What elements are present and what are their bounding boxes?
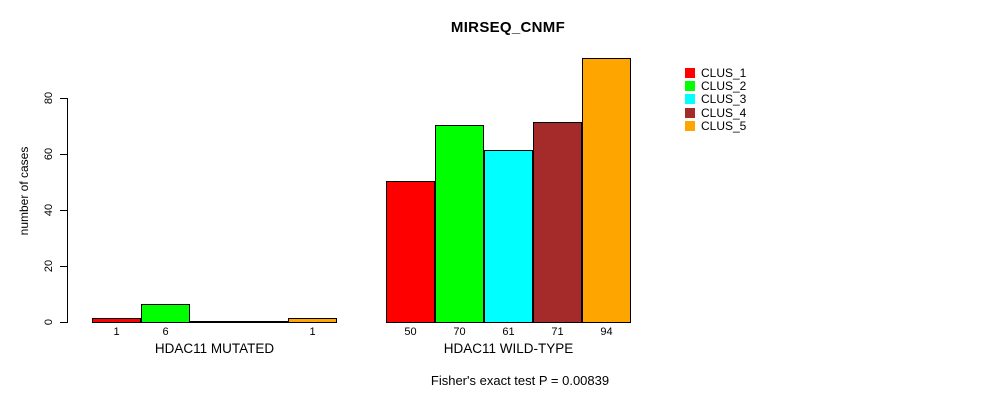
bar-value-label: 1 [309,326,316,338]
legend-swatch [685,107,695,118]
y-axis-tick-label: 40 [43,203,55,217]
bar [435,125,484,323]
legend-item: CLUS_1 [685,66,746,79]
bar [288,318,337,323]
group-label: HDAC11 WILD-TYPE [443,341,574,356]
legend-label: CLUS_2 [701,78,747,93]
y-axis-tick-label: 0 [43,318,55,326]
fisher-test-note: Fisher's exact test P = 0.00839 [430,373,610,388]
bar [190,321,239,323]
bar-value-label: 94 [600,326,613,338]
legend-swatch [685,120,695,131]
group-label: HDAC11 MUTATED [154,341,275,356]
y-axis-tick-label: 20 [43,259,55,273]
legend-label: CLUS_5 [701,118,747,133]
legend: CLUS_1 CLUS_2 CLUS_3 CLUS_4 CLUS_5 [685,66,746,132]
y-axis-tick [60,210,67,211]
legend-label: CLUS_3 [701,92,747,107]
bar [386,181,435,323]
chart-title: MIRSEQ_CNMF [450,19,566,36]
y-axis-tick-label: 60 [43,147,55,161]
bar-value-label: 70 [453,326,466,338]
y-axis-tick-label: 80 [43,91,55,105]
bar-value-label: 71 [551,326,564,338]
y-axis-tick [60,154,67,155]
bar-value-label: 1 [113,326,120,338]
bar-value-label: 61 [502,326,515,338]
legend-swatch [685,94,695,105]
bar [582,58,631,323]
bar [533,122,582,323]
legend-swatch [685,67,695,78]
legend-swatch [685,80,695,91]
y-axis-line [67,98,68,323]
bar [92,318,141,323]
y-axis-tick [60,266,67,267]
legend-item: CLUS_5 [685,119,746,132]
bar-value-label: 50 [404,326,417,338]
y-axis-tick [60,98,67,99]
bar [484,150,533,323]
bar [141,304,190,323]
legend-label: CLUS_4 [701,105,747,120]
bar-value-label: 6 [162,326,169,338]
y-axis-tick [60,322,67,323]
bar [239,321,288,323]
legend-label: CLUS_1 [701,65,747,80]
legend-item: CLUS_4 [685,106,746,119]
legend-item: CLUS_2 [685,79,746,92]
legend-item: CLUS_3 [685,93,746,106]
